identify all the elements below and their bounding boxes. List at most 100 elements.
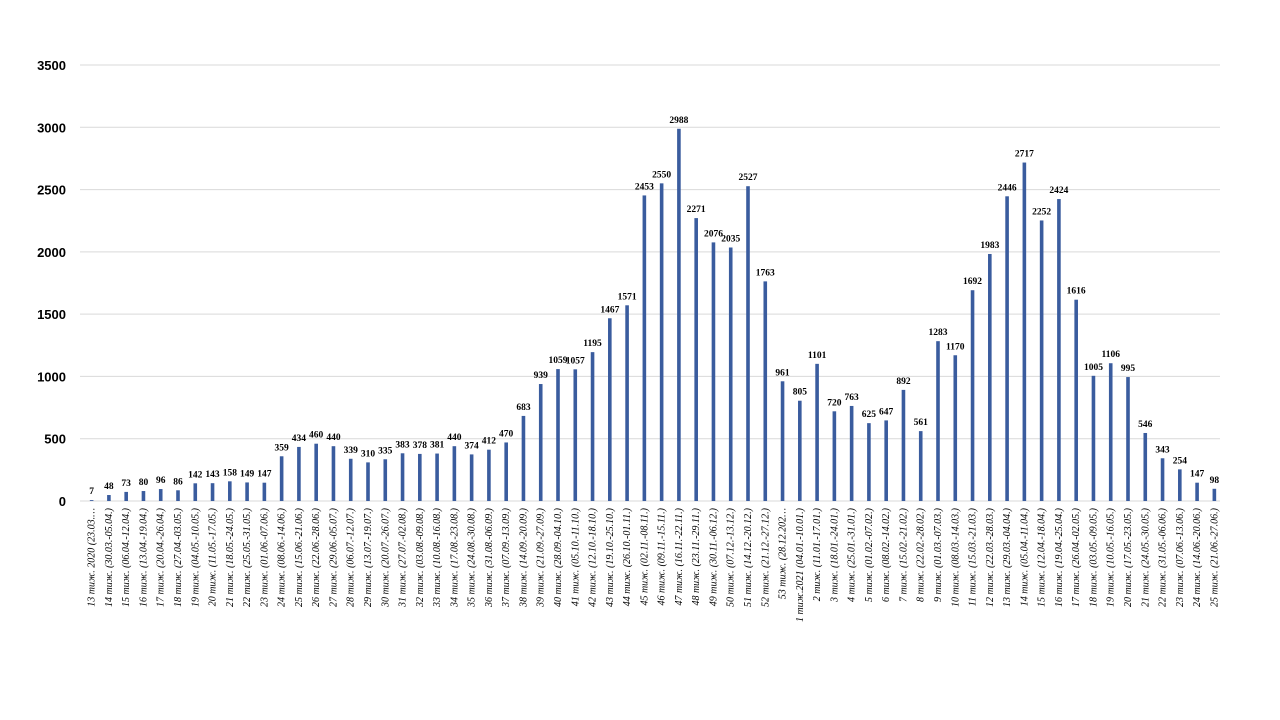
x-tick-label: 39 тиж. (21.09.-27.09.) <box>536 507 547 608</box>
x-tick-label: 1 тиж.2021 (04.01.-10.01.) <box>795 507 806 622</box>
x-tick-label: 14 тиж. (05.04.-11.04.) <box>1019 507 1030 606</box>
data-label: 625 <box>862 410 877 420</box>
data-label: 1283 <box>929 328 948 338</box>
x-tick-label: 15 тиж. (12.04.-18.04.) <box>1037 507 1048 607</box>
data-label: 2453 <box>635 182 654 192</box>
data-label: 142 <box>188 470 203 480</box>
bar <box>1074 299 1078 501</box>
x-tick-label: 8 тиж. (22.02.-28.02.) <box>916 507 927 602</box>
bar <box>970 290 975 501</box>
x-tick-label: 38 тиж. (14.09.-20.09.) <box>518 507 529 608</box>
x-tick-label: 20 тиж. (11.05.-17.05.) <box>208 507 219 606</box>
x-tick-label: 30 тиж. (20.07.-26.07.) <box>380 507 391 608</box>
x-tick-label: 16 тиж. (13.04.-19.04.) <box>138 507 149 607</box>
x-tick-label: 16 тиж. (19.04.-25.04.) <box>1054 507 1065 607</box>
x-tick-label: 33 тиж. (10.08.-16.08.) <box>432 507 443 608</box>
bar <box>1160 458 1165 501</box>
bar <box>849 405 854 501</box>
x-tick-label: 3 тиж. (18.01.-24.01.) <box>829 507 840 603</box>
bar <box>1212 488 1217 501</box>
bar <box>608 318 612 501</box>
y-tick-label: 3000 <box>37 120 66 135</box>
data-label: 7 <box>89 487 94 497</box>
x-tick-label: 45 тиж. (02.11.-08.11.) <box>639 507 650 605</box>
x-tick-label: 43 тиж. (19.10.-25.10.) <box>605 507 616 607</box>
bar <box>1057 199 1061 501</box>
bar <box>642 195 647 502</box>
x-axis-ticks: 13 тиж. 2020 (23.03.… 14 тиж. (30.03.-05.… <box>87 507 1221 622</box>
x-tick-label: 14 тиж. (30.03.-05.04.) <box>104 507 115 607</box>
bar <box>487 449 491 501</box>
data-label: 147 <box>1190 470 1205 480</box>
x-tick-label: 34 тиж. (17.08.-23.08.) <box>449 507 460 608</box>
bar <box>504 442 508 501</box>
x-tick-label: 13 тиж. 2020 (23.03.… <box>87 508 98 607</box>
data-label: 343 <box>1155 445 1170 455</box>
data-label: 647 <box>879 407 894 417</box>
data-label: 143 <box>205 470 220 480</box>
data-label: 561 <box>914 418 929 428</box>
data-label: 378 <box>413 441 428 451</box>
bar <box>677 128 681 501</box>
bar <box>625 305 629 501</box>
x-tick-label: 2 тиж. (11.01.-17.01.) <box>812 507 823 601</box>
bar <box>988 253 992 501</box>
bar <box>1195 482 1199 501</box>
bar <box>711 242 716 501</box>
data-label: 1170 <box>946 342 965 352</box>
bar <box>590 352 595 501</box>
data-label: 383 <box>395 440 410 450</box>
data-label: 805 <box>793 388 808 398</box>
x-tick-label: 35 тиж. (24.08.-30.08.) <box>467 507 478 608</box>
data-label: 2550 <box>652 170 671 180</box>
data-label: 2271 <box>687 205 706 215</box>
x-tick-label: 46 тиж. (09.11.-15.11.) <box>657 507 668 605</box>
x-tick-label: 48 тиж. (23.11.-29.11.) <box>691 507 702 605</box>
x-tick-label: 11 тиж. (15.03.-21.03.) <box>968 507 979 606</box>
x-tick-label: 29 тиж. (13.07.-19.07.) <box>363 507 374 607</box>
x-tick-label: 25 тиж. (15.06.-21.06.) <box>294 507 305 607</box>
y-tick-label: 500 <box>44 432 66 447</box>
bar <box>573 369 578 501</box>
data-label: 2446 <box>998 183 1017 193</box>
data-label: 434 <box>292 434 307 444</box>
x-tick-label: 32 тиж. (03.08.-09.08.) <box>415 507 426 608</box>
bar <box>452 446 457 501</box>
x-tick-label: 51 тиж. (14.12.-20.12.) <box>743 507 754 607</box>
bar <box>815 363 819 501</box>
data-label: 440 <box>326 433 341 443</box>
data-label: 48 <box>104 482 114 492</box>
x-tick-label: 12 тиж. (22.03.-28.03.) <box>985 507 996 607</box>
y-tick-label: 2500 <box>37 183 66 198</box>
y-tick-label: 1000 <box>37 369 66 384</box>
bar <box>659 183 664 502</box>
bars <box>89 128 1217 502</box>
data-label: 149 <box>240 469 255 479</box>
bar <box>89 500 94 501</box>
data-label: 2076 <box>704 229 723 239</box>
bar <box>936 341 940 501</box>
data-label: 96 <box>156 476 166 486</box>
bar <box>1022 162 1027 501</box>
bar <box>901 389 906 501</box>
data-label: 1005 <box>1084 363 1103 373</box>
data-label: 1195 <box>583 339 602 349</box>
data-label: 381 <box>430 441 445 451</box>
gridlines <box>80 64 1220 502</box>
data-label: 470 <box>499 429 514 439</box>
x-tick-label: 17 тиж. (26.04.-02.05.) <box>1071 507 1082 607</box>
bar <box>953 355 958 501</box>
data-label: 961 <box>775 368 790 378</box>
bar <box>210 483 215 501</box>
data-label: 86 <box>173 477 183 487</box>
bar <box>763 281 768 501</box>
x-tick-label: 19 тиж. (10.05.-16.05.) <box>1106 507 1117 607</box>
bar <box>348 458 353 501</box>
bar <box>228 481 232 501</box>
data-label: 892 <box>896 377 911 387</box>
data-label: 2424 <box>1049 186 1068 196</box>
data-label: 1616 <box>1067 287 1086 297</box>
data-label: 546 <box>1138 420 1153 430</box>
